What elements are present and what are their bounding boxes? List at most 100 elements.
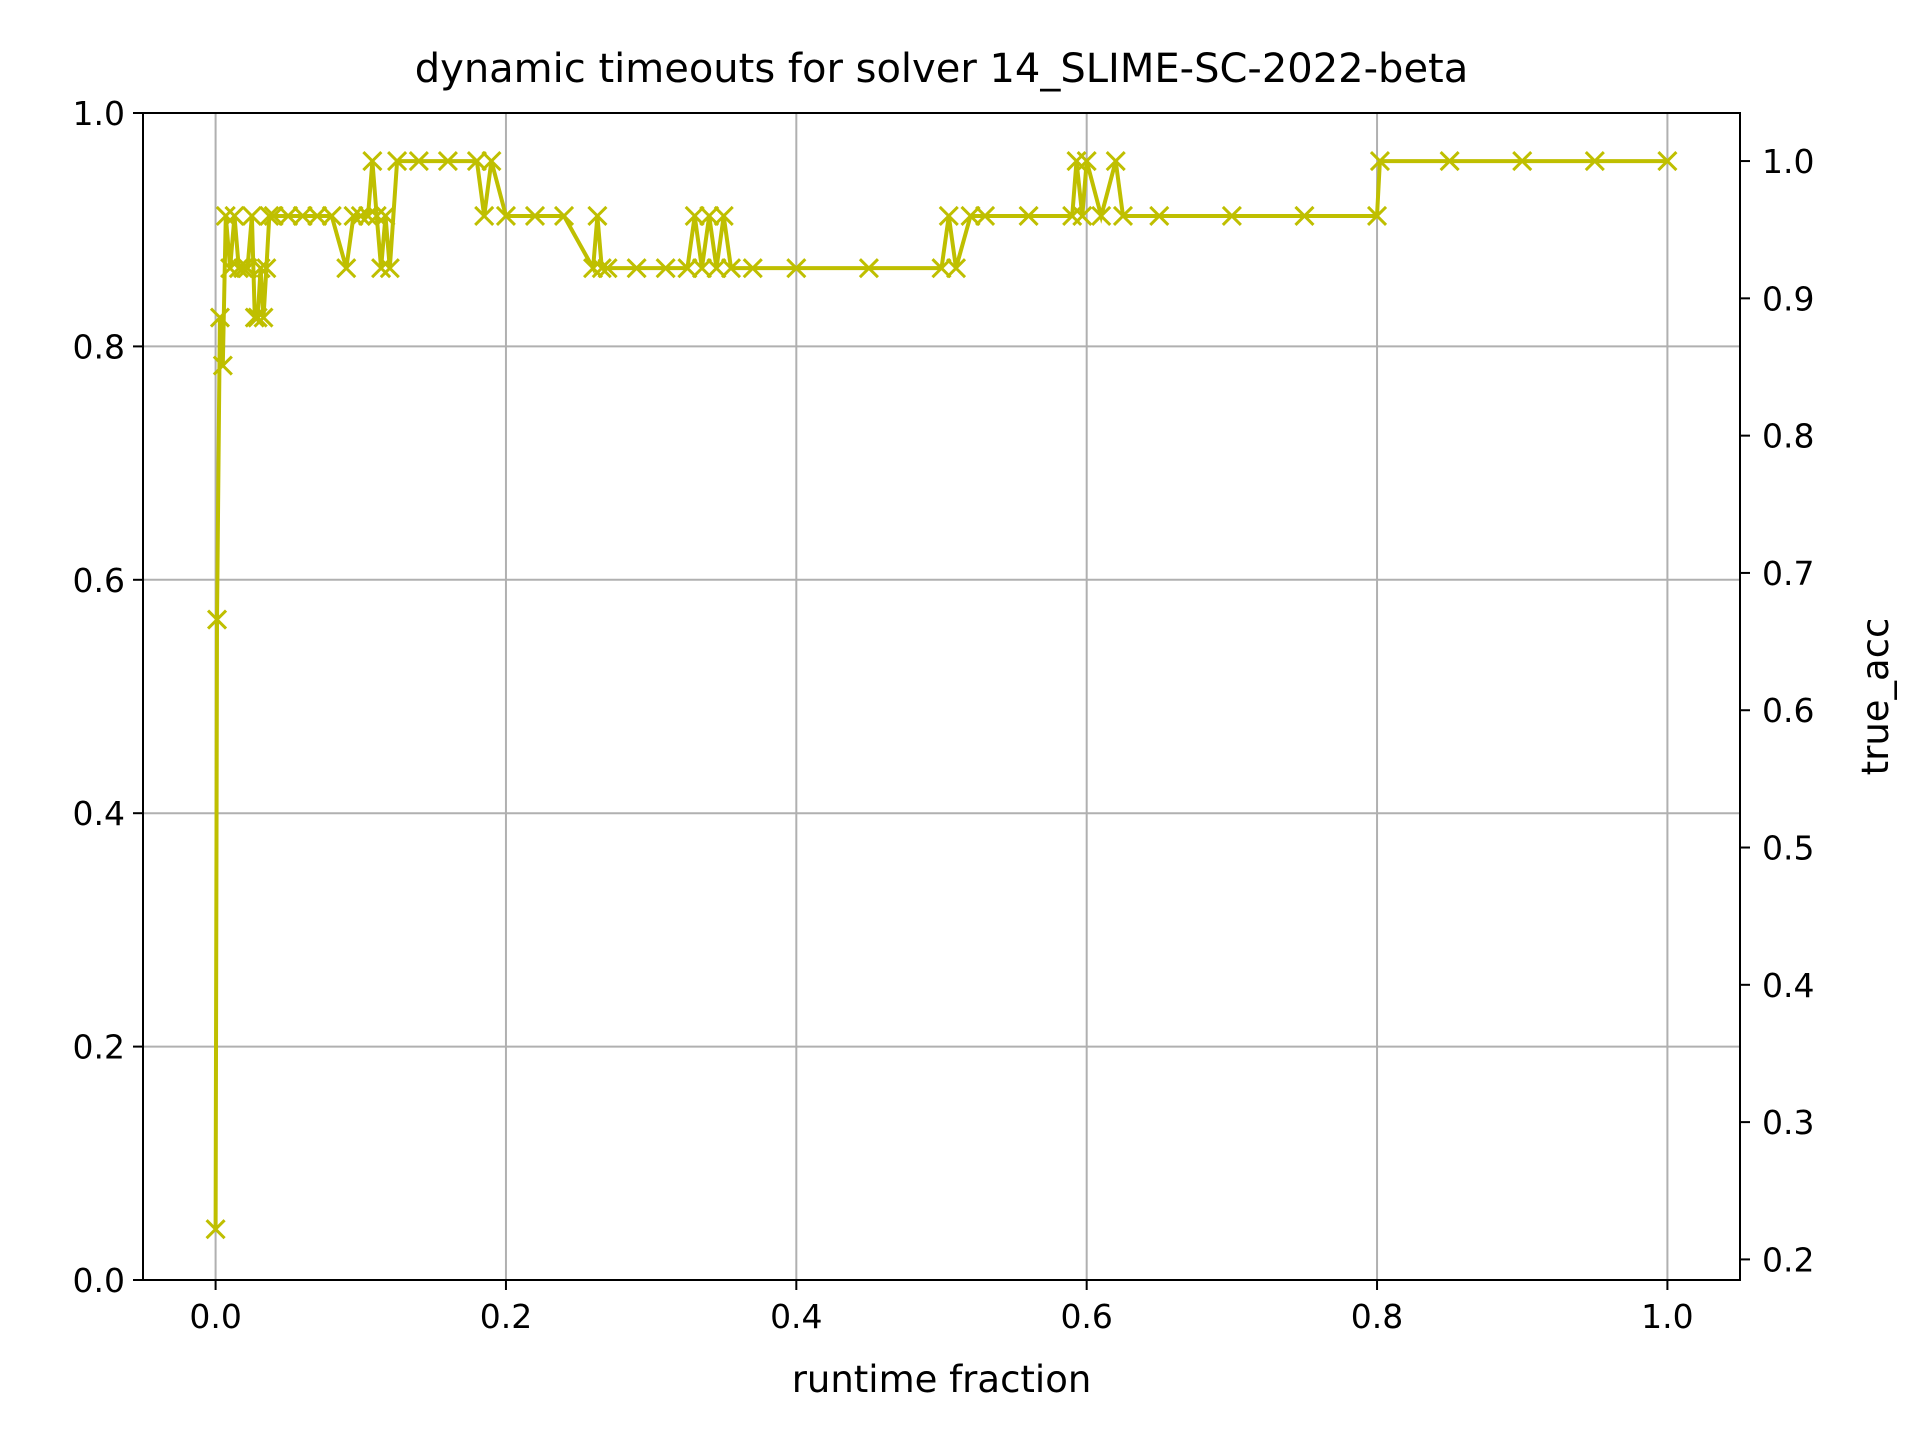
- data-point-marker: [321, 205, 342, 227]
- data-point-marker: [1369, 150, 1391, 172]
- series-group: [205, 150, 1678, 1240]
- data-point-marker: [375, 205, 396, 227]
- ticks-group: 0.0 0.2 0.4 0.6 0.8 1.0 0.0 0.2 0.4 0.6 0.8 1.0 0.2 0…: [73, 94, 1815, 1336]
- data-point-marker: [786, 258, 807, 279]
- y2-tick-label: 0.4: [1762, 966, 1814, 1005]
- data-point-marker: [481, 150, 502, 172]
- data-point-marker: [244, 307, 265, 328]
- y2-tick-label: 0.9: [1762, 279, 1814, 318]
- data-point-marker: [1657, 150, 1678, 172]
- y2-tick-label: 0.5: [1762, 829, 1814, 868]
- x-tick-label: 0.2: [480, 1297, 532, 1336]
- y2-axis-title: true_acc: [1854, 618, 1897, 776]
- data-point-marker: [263, 205, 284, 227]
- plot-frame: [142, 112, 1741, 1281]
- y2-tick-label: 0.6: [1762, 691, 1814, 730]
- data-point-marker: [466, 150, 487, 172]
- y-tick-label: 0.2: [73, 1028, 125, 1067]
- data-point-marker: [587, 205, 608, 227]
- y-tick-label: 1.0: [73, 94, 125, 133]
- data-point-marker: [212, 355, 233, 376]
- data-point-marker: [307, 205, 328, 227]
- data-point-marker: [553, 205, 575, 227]
- data-point-marker: [1091, 205, 1112, 227]
- data-point-marker: [474, 205, 495, 227]
- data-point-marker: [224, 205, 245, 227]
- data-point-marker: [379, 258, 400, 279]
- data-point-marker: [524, 205, 546, 227]
- data-point-marker: [408, 150, 429, 172]
- data-point-marker: [938, 205, 959, 227]
- data-point-marker: [292, 205, 313, 227]
- data-point-marker: [206, 609, 228, 630]
- y-tick-label: 0.8: [73, 327, 125, 366]
- data-point-marker: [1439, 150, 1460, 172]
- data-point-marker: [495, 205, 517, 227]
- data-point-marker: [228, 258, 249, 279]
- data-point-marker: [1105, 150, 1126, 172]
- data-point-marker: [1112, 205, 1134, 227]
- x-tick-label: 1.0: [1641, 1297, 1693, 1336]
- data-point-marker: [357, 205, 379, 227]
- chart-title: dynamic timeouts for solver 14_SLIME-SC-…: [415, 46, 1469, 92]
- y2-tick-label: 0.8: [1762, 417, 1814, 456]
- data-point-marker: [362, 150, 383, 172]
- data-point-marker: [437, 150, 458, 172]
- data-point-marker: [1076, 150, 1097, 172]
- x-tick-label: 0.8: [1351, 1297, 1403, 1336]
- data-point-marker: [1366, 205, 1388, 227]
- data-point-marker: [259, 205, 280, 227]
- data-point-marker: [691, 258, 713, 279]
- y-tick-label: 0.0: [73, 1261, 125, 1300]
- data-point-marker: [720, 258, 742, 279]
- data-point-marker: [247, 307, 268, 328]
- y2-tick-label: 0.3: [1762, 1103, 1814, 1142]
- data-point-marker: [1221, 205, 1242, 227]
- data-point-marker: [366, 205, 387, 227]
- data-point-marker: [278, 205, 299, 227]
- data-point-marker: [253, 307, 274, 328]
- y2-tick-label: 1.0: [1762, 142, 1814, 181]
- x-axis-title: runtime fraction: [792, 1358, 1092, 1401]
- data-point-marker: [343, 205, 364, 227]
- data-point-marker: [1149, 205, 1170, 227]
- data-point-marker: [1018, 205, 1039, 227]
- x-tick-label: 0.4: [770, 1297, 822, 1336]
- data-point-marker: [677, 258, 698, 279]
- y2-tick-label: 0.7: [1762, 554, 1814, 593]
- data-point-marker: [387, 150, 408, 172]
- data-point-marker: [1584, 150, 1605, 172]
- data-point-marker: [250, 258, 271, 279]
- data-point-marker: [960, 205, 981, 227]
- data-point-marker: [597, 258, 618, 279]
- data-point-marker: [205, 1219, 226, 1240]
- data-point-marker: [713, 205, 734, 227]
- y-tick-label: 0.4: [73, 794, 125, 833]
- data-point-marker: [858, 258, 879, 279]
- x-tick-label: 0.6: [1060, 1297, 1112, 1336]
- data-point-marker: [1294, 205, 1315, 227]
- y2-tick-label: 0.2: [1762, 1240, 1814, 1279]
- grid: [143, 112, 1740, 1281]
- data-point-marker: [241, 205, 262, 227]
- data-point-marker: [256, 258, 277, 279]
- data-point-marker: [583, 258, 604, 279]
- data-point-marker: [684, 205, 705, 227]
- data-point-marker: [742, 258, 763, 279]
- data-point-marker: [209, 307, 231, 328]
- data-point-marker: [591, 258, 612, 279]
- data-point-marker: [350, 205, 371, 227]
- y-tick-label: 0.6: [73, 561, 125, 600]
- data-point-marker: [706, 258, 727, 279]
- data-point-marker: [336, 258, 357, 279]
- x-tick-label: 0.0: [189, 1297, 241, 1336]
- data-point-marker: [233, 258, 254, 279]
- data-point-marker: [1512, 150, 1533, 172]
- data-point-marker: [371, 258, 392, 279]
- data-point-marker: [626, 258, 647, 279]
- data-point-marker: [974, 205, 996, 227]
- data-point-marker: [655, 258, 676, 279]
- data-point-marker: [215, 205, 236, 227]
